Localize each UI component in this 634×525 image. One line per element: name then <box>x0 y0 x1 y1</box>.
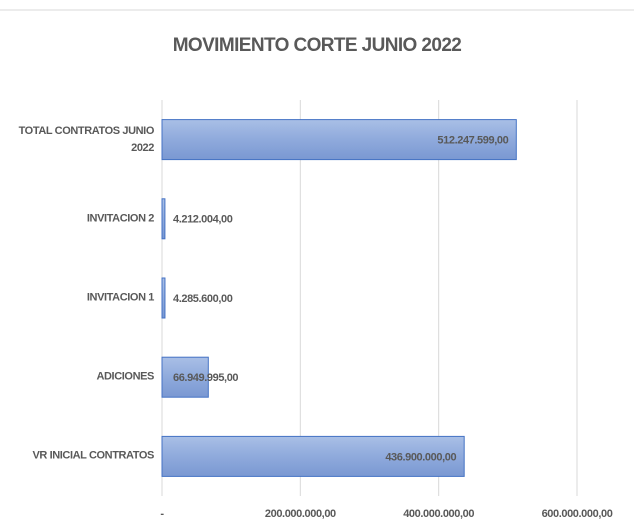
bar <box>161 119 517 161</box>
y-tick-label: VR INICIAL CONTRATOS <box>32 449 154 462</box>
bar <box>161 277 166 319</box>
x-tick-label: 400.000.000,00 <box>403 508 474 520</box>
y-tick-label: TOTAL CONTRATOS JUNIO 2022 <box>18 124 155 154</box>
chart-title: MOVIMIENTO CORTE JUNIO 2022 <box>173 35 462 56</box>
x-tick-label: 200.000.000,00 <box>265 508 336 520</box>
value-label: 512.247.599,00 <box>437 135 508 147</box>
value-label: 66.949.995,00 <box>173 372 238 384</box>
value-label: 4.285.600,00 <box>173 293 233 305</box>
y-tick-label: INVITACION 2 <box>86 212 155 225</box>
bar <box>161 198 166 240</box>
value-label: 4.212.004,00 <box>173 214 233 226</box>
x-tick-label: 600.000.000,00 <box>542 508 613 520</box>
value-label: 436.900.000,00 <box>385 451 456 463</box>
y-tick-label: ADICIONES <box>96 370 154 383</box>
bar <box>161 435 465 477</box>
x-tick-label: - <box>160 508 164 520</box>
bar <box>161 356 209 398</box>
y-tick-label: INVITACION 1 <box>86 291 155 304</box>
